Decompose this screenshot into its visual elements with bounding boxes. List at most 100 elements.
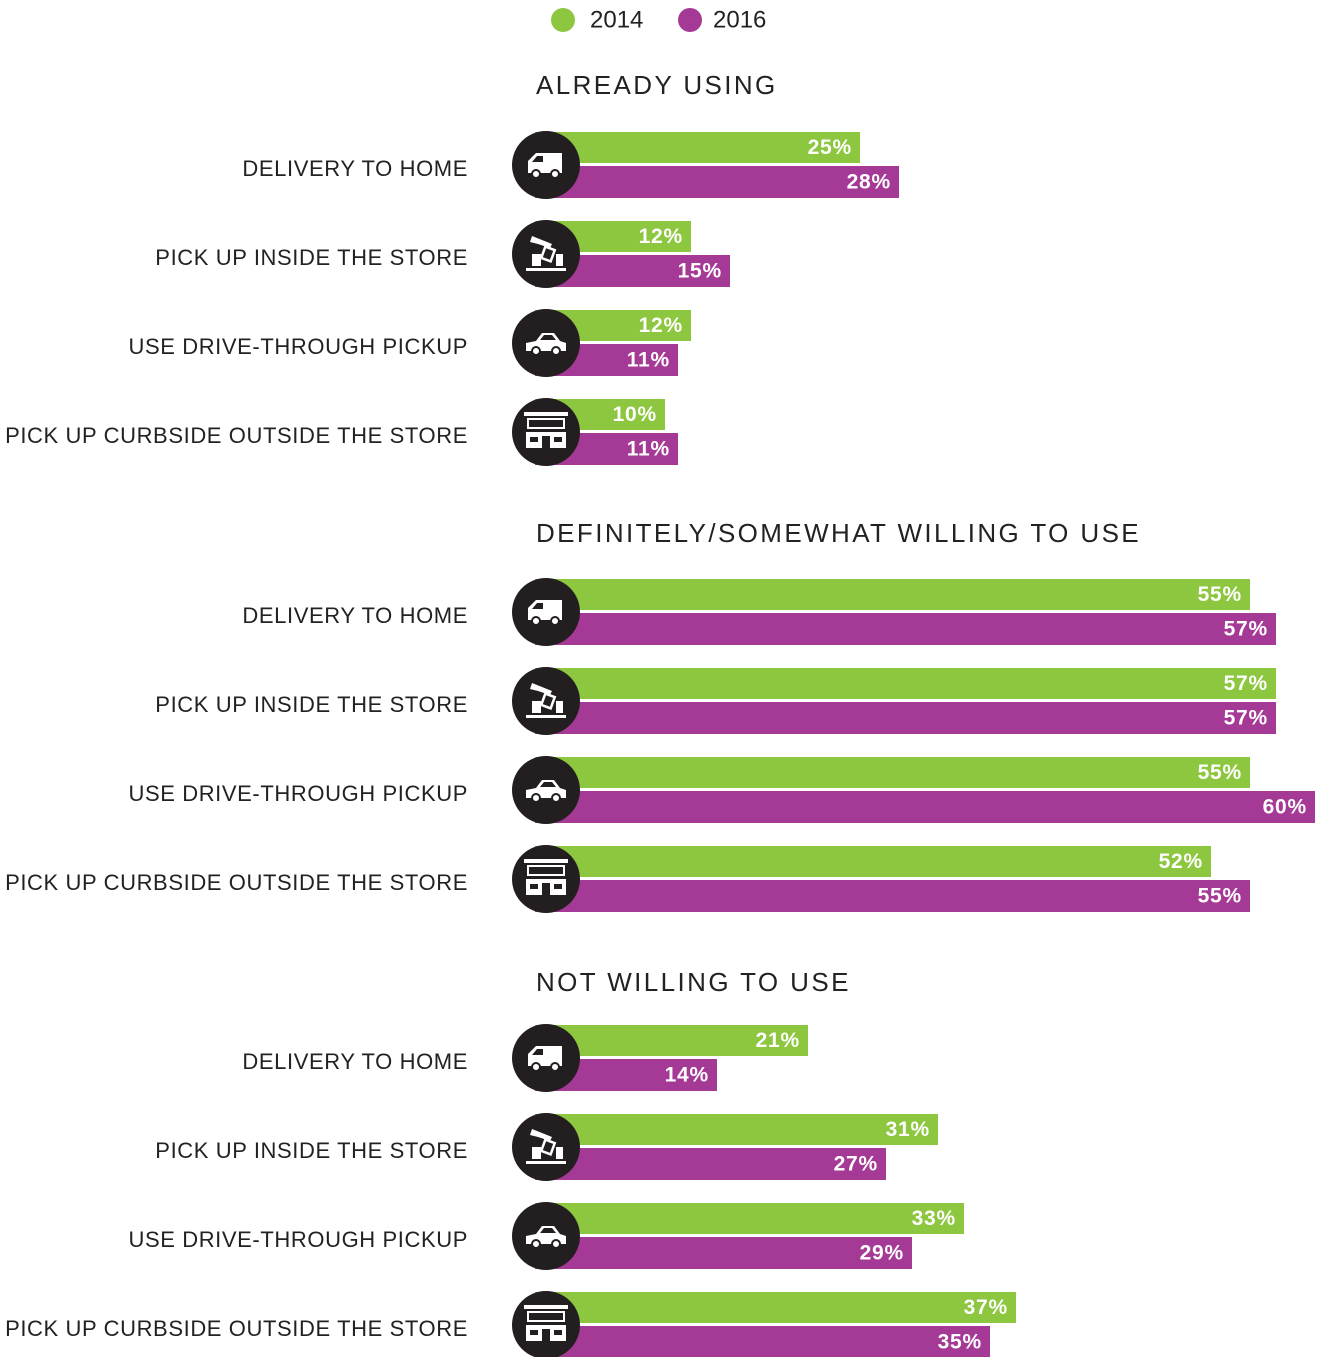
- car-window: [540, 782, 556, 787]
- icon: [512, 1024, 580, 1092]
- win: [554, 884, 562, 889]
- icon: [512, 398, 580, 466]
- wheel: [531, 1062, 541, 1072]
- wheel: [551, 1239, 561, 1249]
- value-label: 55%: [1198, 761, 1242, 784]
- bar: [535, 702, 1276, 734]
- icon-circle: [512, 1291, 580, 1357]
- door: [542, 436, 550, 448]
- icon: [512, 578, 580, 646]
- wheel: [550, 616, 560, 626]
- icon: [512, 756, 580, 824]
- door: [542, 883, 550, 895]
- box: [532, 254, 541, 266]
- value-label: 31%: [886, 1118, 930, 1141]
- win: [554, 1330, 562, 1335]
- hand: [530, 236, 552, 248]
- value-label: 27%: [834, 1153, 878, 1176]
- van-window: [532, 603, 543, 609]
- legend-swatch: [678, 8, 702, 32]
- category-label: PICK UP INSIDE THE STORE: [155, 1138, 468, 1163]
- wheel: [531, 616, 541, 626]
- box: [532, 1147, 541, 1159]
- bar: [535, 757, 1250, 788]
- value-label: 37%: [964, 1296, 1008, 1319]
- value-label: 33%: [912, 1207, 956, 1230]
- category-label: PICK UP CURBSIDE OUTSIDE THE STORE: [5, 870, 468, 895]
- box: [556, 254, 563, 266]
- bar: [535, 1292, 1016, 1323]
- category-label: USE DRIVE-THROUGH PICKUP: [128, 781, 468, 806]
- van-window: [532, 1049, 543, 1055]
- category-label: PICK UP INSIDE THE STORE: [155, 692, 468, 717]
- door: [542, 1329, 550, 1341]
- box: [539, 245, 557, 263]
- box: [539, 692, 557, 710]
- category-label: USE DRIVE-THROUGH PICKUP: [128, 334, 468, 359]
- value-label: 55%: [1198, 885, 1242, 908]
- panel-title: ALREADY USING: [536, 70, 778, 100]
- bar: [535, 791, 1315, 823]
- value-label: 52%: [1159, 850, 1203, 873]
- bar: [535, 613, 1276, 645]
- panel-title: NOT WILLING TO USE: [536, 967, 851, 997]
- wheel: [531, 793, 541, 803]
- wheel: [531, 169, 541, 179]
- value-label: 21%: [756, 1029, 800, 1052]
- sign: [527, 1311, 565, 1322]
- value-label: 14%: [665, 1064, 709, 1087]
- value-label: 12%: [639, 314, 683, 337]
- sign: [527, 418, 565, 429]
- icon: [512, 131, 580, 199]
- category-label: PICK UP CURBSIDE OUTSIDE THE STORE: [5, 1316, 468, 1341]
- icon: [512, 309, 580, 377]
- box: [556, 1147, 563, 1159]
- value-label: 57%: [1224, 618, 1268, 641]
- shelf: [526, 1161, 566, 1164]
- legend-label: 2016: [713, 6, 766, 33]
- box: [539, 1138, 557, 1156]
- legend-swatch: [551, 8, 575, 32]
- sign: [527, 865, 565, 876]
- icon-circle: [512, 667, 580, 735]
- wheel: [550, 1062, 560, 1072]
- roof: [524, 859, 568, 863]
- value-label: 57%: [1224, 707, 1268, 730]
- value-label: 12%: [639, 225, 683, 248]
- value-label: 57%: [1224, 672, 1268, 695]
- roof: [524, 412, 568, 416]
- bar: [535, 579, 1250, 610]
- value-label: 35%: [938, 1331, 982, 1354]
- bar: [535, 132, 860, 163]
- icon: [512, 1291, 580, 1357]
- value-label: 29%: [860, 1242, 904, 1265]
- icon-circle: [512, 220, 580, 288]
- panel-title: DEFINITELY/SOMEWHAT WILLING TO USE: [536, 518, 1141, 548]
- bar: [535, 880, 1250, 912]
- wheel: [531, 1239, 541, 1249]
- value-label: 28%: [847, 171, 891, 194]
- bar: [535, 846, 1211, 877]
- roof: [524, 1305, 568, 1309]
- value-label: 15%: [678, 260, 722, 283]
- shelf: [526, 268, 566, 271]
- icon: [512, 667, 580, 735]
- legend-label: 2014: [590, 6, 643, 33]
- shelf: [526, 715, 566, 718]
- bar: [535, 1326, 990, 1357]
- category-label: USE DRIVE-THROUGH PICKUP: [128, 1227, 468, 1252]
- bar: [535, 1237, 912, 1269]
- box: [532, 701, 541, 713]
- icon: [512, 220, 580, 288]
- wheel: [551, 346, 561, 356]
- win: [530, 437, 538, 442]
- value-label: 11%: [627, 349, 670, 372]
- value-label: 11%: [627, 438, 670, 461]
- box: [556, 701, 563, 713]
- category-label: DELIVERY TO HOME: [242, 603, 468, 628]
- value-label: 55%: [1198, 583, 1242, 606]
- hand: [530, 683, 552, 695]
- category-label: DELIVERY TO HOME: [242, 156, 468, 181]
- value-label: 10%: [613, 403, 657, 426]
